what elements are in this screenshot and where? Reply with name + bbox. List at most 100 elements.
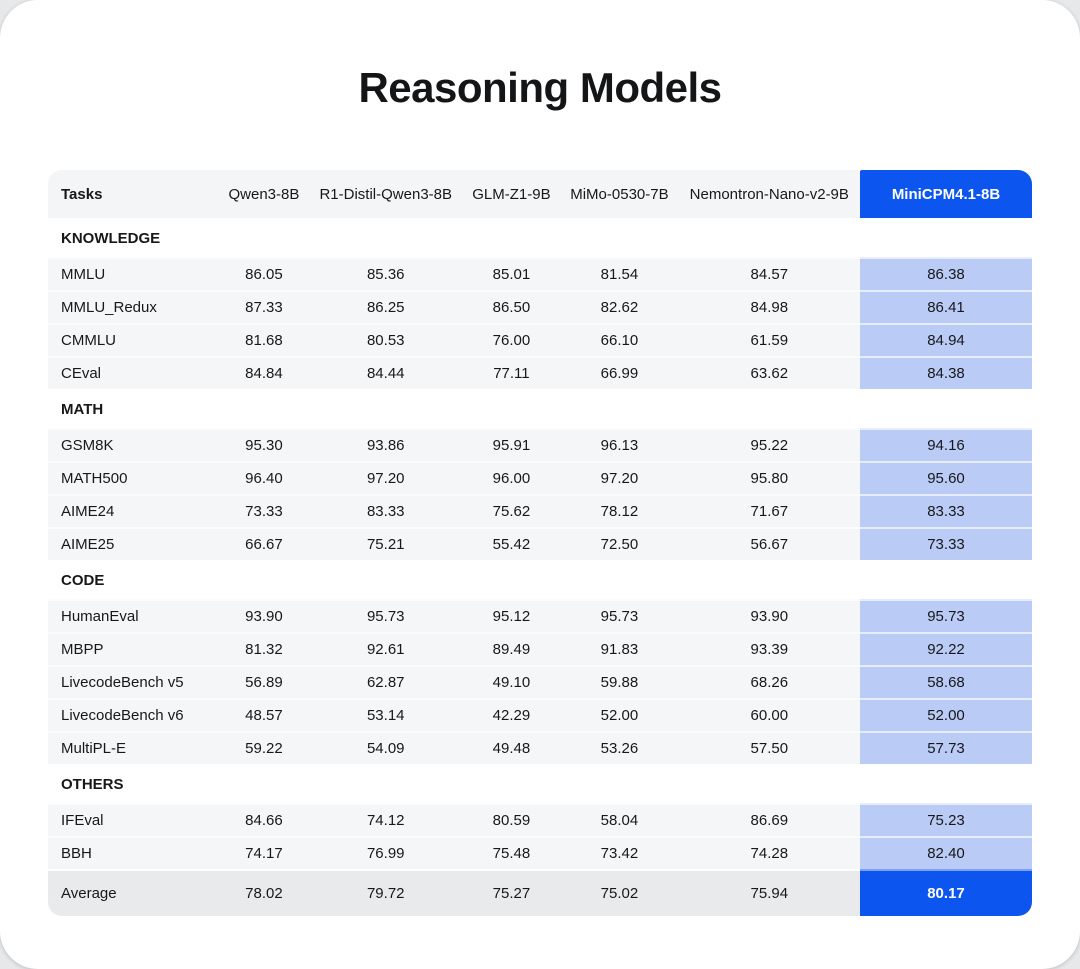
value-cell: 73.42 xyxy=(560,836,679,869)
value-cell: 91.83 xyxy=(560,632,679,665)
value-cell: 86.50 xyxy=(462,290,561,323)
value-cell: 80.53 xyxy=(308,323,463,356)
section-row: MATH xyxy=(48,389,1032,428)
highlight-column-header: MiniCPM4.1-8B xyxy=(860,170,1032,218)
value-cell: 73.33 xyxy=(219,494,309,527)
value-cell: 92.61 xyxy=(308,632,463,665)
highlight-value-cell: 86.38 xyxy=(860,257,1032,290)
value-cell: 60.00 xyxy=(678,698,860,731)
value-cell: 96.00 xyxy=(462,461,561,494)
value-cell: 74.28 xyxy=(678,836,860,869)
value-cell: 75.62 xyxy=(462,494,561,527)
model-column-header: Qwen3-8B xyxy=(219,170,309,218)
task-cell: CEval xyxy=(48,356,219,389)
highlight-value-cell: 73.33 xyxy=(860,527,1032,560)
highlight-value-cell: 95.73 xyxy=(860,599,1032,632)
table-row: MATH500 96.40 97.20 96.00 97.20 95.80 95.60 xyxy=(48,461,1032,494)
table-row: MMLU_Redux 87.33 86.25 86.50 82.62 84.98 86.41 xyxy=(48,290,1032,323)
highlight-value-cell: 57.73 xyxy=(860,731,1032,764)
value-cell: 52.00 xyxy=(560,698,679,731)
highlight-value-cell: 94.16 xyxy=(860,428,1032,461)
highlight-value-cell: 86.41 xyxy=(860,290,1032,323)
value-cell: 49.10 xyxy=(462,665,561,698)
value-cell: 76.00 xyxy=(462,323,561,356)
table-row: CMMLU 81.68 80.53 76.00 66.10 61.59 84.94 xyxy=(48,323,1032,356)
value-cell: 71.67 xyxy=(678,494,860,527)
value-cell: 53.26 xyxy=(560,731,679,764)
value-cell: 75.27 xyxy=(462,869,561,916)
page-title: Reasoning Models xyxy=(358,64,722,111)
highlight-value-cell: 58.68 xyxy=(860,665,1032,698)
task-cell: Average xyxy=(48,869,219,916)
table-row: MultiPL-E 59.22 54.09 49.48 53.26 57.50 57.73 xyxy=(48,731,1032,764)
value-cell: 86.69 xyxy=(678,803,860,836)
highlight-value-cell: 84.94 xyxy=(860,323,1032,356)
model-column-header: MiMo-0530-7B xyxy=(560,170,679,218)
value-cell: 75.94 xyxy=(678,869,860,916)
model-column-header: R1-Distil-Qwen3-8B xyxy=(308,170,463,218)
table-row: LivecodeBench v6 48.57 53.14 42.29 52.00 60.0… xyxy=(48,698,1032,731)
task-cell: MATH500 xyxy=(48,461,219,494)
highlight-value-cell: 80.17 xyxy=(860,869,1032,916)
value-cell: 78.12 xyxy=(560,494,679,527)
value-cell: 66.67 xyxy=(219,527,309,560)
section-row: KNOWLEDGE xyxy=(48,218,1032,257)
value-cell: 57.50 xyxy=(678,731,860,764)
task-cell: IFEval xyxy=(48,803,219,836)
value-cell: 56.67 xyxy=(678,527,860,560)
value-cell: 81.68 xyxy=(219,323,309,356)
value-cell: 59.88 xyxy=(560,665,679,698)
value-cell: 84.98 xyxy=(678,290,860,323)
value-cell: 85.01 xyxy=(462,257,561,290)
value-cell: 85.36 xyxy=(308,257,463,290)
highlight-value-cell: 92.22 xyxy=(860,632,1032,665)
value-cell: 81.32 xyxy=(219,632,309,665)
table-body: KNOWLEDGE MMLU 86.05 85.36 85.01 81.54 84.57 86… xyxy=(48,218,1032,916)
value-cell: 83.33 xyxy=(308,494,463,527)
highlight-value-cell: 75.23 xyxy=(860,803,1032,836)
section-label: OTHERS xyxy=(48,764,1032,803)
value-cell: 82.62 xyxy=(560,290,679,323)
table-row: CEval 84.84 84.44 77.11 66.99 63.62 84.38 xyxy=(48,356,1032,389)
section-row: CODE xyxy=(48,560,1032,599)
task-cell: AIME24 xyxy=(48,494,219,527)
value-cell: 97.20 xyxy=(560,461,679,494)
value-cell: 84.66 xyxy=(219,803,309,836)
table-row: HumanEval 93.90 95.73 95.12 95.73 93.90 95.73 xyxy=(48,599,1032,632)
benchmark-table: Tasks Qwen3-8B R1-Distil-Qwen3-8B GLM-Z1-9B… xyxy=(48,170,1032,916)
value-cell: 55.42 xyxy=(462,527,561,560)
task-cell: MultiPL-E xyxy=(48,731,219,764)
value-cell: 74.12 xyxy=(308,803,463,836)
value-cell: 93.86 xyxy=(308,428,463,461)
value-cell: 53.14 xyxy=(308,698,463,731)
task-cell: CMMLU xyxy=(48,323,219,356)
section-label: KNOWLEDGE xyxy=(48,218,1032,257)
value-cell: 96.13 xyxy=(560,428,679,461)
value-cell: 95.73 xyxy=(560,599,679,632)
value-cell: 68.26 xyxy=(678,665,860,698)
value-cell: 95.30 xyxy=(219,428,309,461)
highlight-value-cell: 95.60 xyxy=(860,461,1032,494)
value-cell: 66.99 xyxy=(560,356,679,389)
value-cell: 87.33 xyxy=(219,290,309,323)
benchmark-table-container: Tasks Qwen3-8B R1-Distil-Qwen3-8B GLM-Z1-9B… xyxy=(48,170,1032,916)
value-cell: 75.48 xyxy=(462,836,561,869)
model-column-header: GLM-Z1-9B xyxy=(462,170,561,218)
task-cell: MBPP xyxy=(48,632,219,665)
task-cell: AIME25 xyxy=(48,527,219,560)
value-cell: 93.90 xyxy=(219,599,309,632)
value-cell: 95.91 xyxy=(462,428,561,461)
highlight-value-cell: 84.38 xyxy=(860,356,1032,389)
value-cell: 93.39 xyxy=(678,632,860,665)
value-cell: 48.57 xyxy=(219,698,309,731)
value-cell: 84.57 xyxy=(678,257,860,290)
value-cell: 96.40 xyxy=(219,461,309,494)
highlight-value-cell: 82.40 xyxy=(860,836,1032,869)
value-cell: 75.21 xyxy=(308,527,463,560)
value-cell: 66.10 xyxy=(560,323,679,356)
value-cell: 63.62 xyxy=(678,356,860,389)
average-row: Average 78.02 79.72 75.27 75.02 75.94 80.17 xyxy=(48,869,1032,916)
section-row: OTHERS xyxy=(48,764,1032,803)
value-cell: 81.54 xyxy=(560,257,679,290)
